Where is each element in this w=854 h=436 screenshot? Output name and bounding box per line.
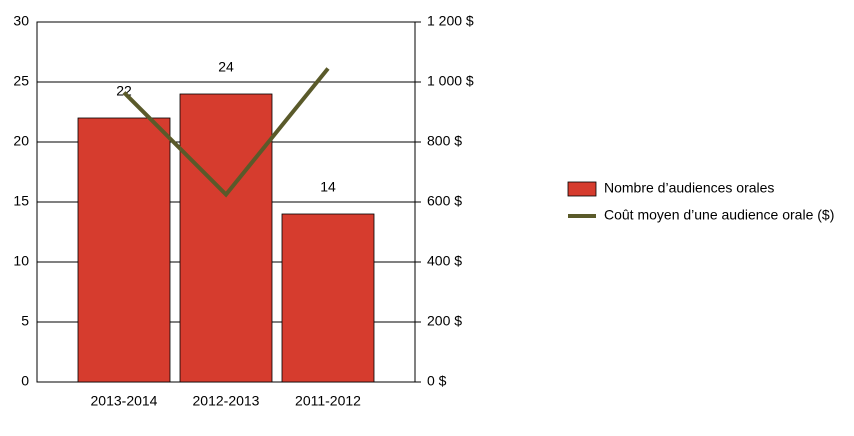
y2-tick-label: 1 200 $ xyxy=(427,13,474,29)
y2-tick-label: 800 $ xyxy=(427,133,462,149)
y2-tick-label: 600 $ xyxy=(427,193,462,209)
y-tick-label: 5 xyxy=(21,313,29,329)
x-tick-label: 2013-2014 xyxy=(91,393,158,409)
data-label: 14 xyxy=(320,179,336,195)
y2-tick-label: 0 $ xyxy=(427,373,447,389)
legend-label: Nombre d’audiences orales xyxy=(604,180,774,196)
data-label: 24 xyxy=(218,59,234,75)
y-tick-label: 10 xyxy=(13,253,29,269)
y2-tick-label: 400 $ xyxy=(427,253,462,269)
x-tick-label: 2012-2013 xyxy=(193,393,260,409)
x-tick-label: 2011-2012 xyxy=(295,393,361,409)
y-tick-label: 0 xyxy=(21,373,29,389)
bar xyxy=(77,117,171,383)
y-tick-label: 20 xyxy=(13,133,29,149)
bar xyxy=(179,93,273,383)
y-tick-label: 15 xyxy=(13,193,29,209)
line xyxy=(122,67,330,198)
y2-tick-label: 200 $ xyxy=(427,313,462,329)
y-tick-label: 25 xyxy=(13,73,29,89)
y-tick-label: 30 xyxy=(13,13,29,29)
legend-label: Coût moyen d’une audience orale ($) xyxy=(604,207,834,223)
legend-swatch xyxy=(567,181,597,197)
bar xyxy=(281,213,375,383)
y2-tick-label: 1 000 $ xyxy=(427,73,474,89)
